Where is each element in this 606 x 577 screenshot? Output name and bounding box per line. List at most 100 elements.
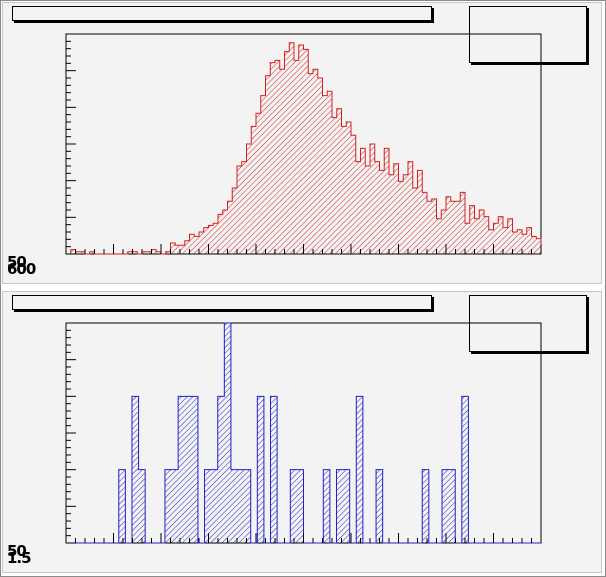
histogram-bin xyxy=(356,396,363,543)
histogram-bin xyxy=(213,223,218,254)
histogram-bin xyxy=(370,144,375,254)
histogram-bin xyxy=(246,144,252,254)
histogram-bin xyxy=(218,214,223,254)
histogram-bin xyxy=(365,166,370,254)
histogram-bin xyxy=(379,170,385,254)
histogram-bin xyxy=(469,205,475,254)
histogram-bin xyxy=(270,396,278,543)
histogram-bin xyxy=(251,126,256,254)
histogram-bin xyxy=(417,170,423,254)
histogram-bin xyxy=(341,126,347,254)
histogram-bin xyxy=(446,196,451,254)
y-axis-label-bottom: 50 1.5 xyxy=(7,544,32,567)
histogram-bin xyxy=(436,218,442,254)
histogram-bin xyxy=(70,249,76,254)
histogram-bin xyxy=(512,232,518,254)
title-box-bottom xyxy=(12,295,432,310)
histogram-bin xyxy=(332,117,337,254)
histogram-bin xyxy=(431,199,437,254)
histogram-bin xyxy=(237,166,242,254)
histogram-bin xyxy=(351,135,356,254)
histogram-bin xyxy=(132,251,138,254)
histogram-bin xyxy=(256,113,261,254)
histogram-bin xyxy=(323,469,330,543)
y-axis-glyph: 1.5 xyxy=(7,549,32,567)
histogram-bin xyxy=(142,251,147,254)
histogram-bin xyxy=(118,469,126,543)
histogram-bin xyxy=(170,243,176,254)
histogram-bin xyxy=(199,232,204,254)
histogram-bin xyxy=(374,161,380,254)
histogram-bin xyxy=(442,469,449,543)
histogram-bin xyxy=(346,122,351,254)
histogram-bin xyxy=(322,95,328,254)
histogram-bin xyxy=(498,216,503,254)
histogram-bin xyxy=(303,49,309,255)
histogram-plot-bottom xyxy=(65,322,542,544)
histogram-bin xyxy=(275,60,280,255)
histogram-bin xyxy=(230,469,238,543)
histogram-bin xyxy=(427,201,432,254)
histogram-bin xyxy=(450,201,456,254)
histogram-bin xyxy=(257,396,264,543)
histogram-bin xyxy=(455,201,461,254)
histogram-bin xyxy=(211,469,218,543)
histogram-bin xyxy=(171,469,179,543)
histogram-bin xyxy=(178,396,185,543)
histogram-bin xyxy=(360,148,366,254)
histogram-bin xyxy=(294,60,299,255)
histogram-bin xyxy=(227,201,233,254)
histogram-bin xyxy=(384,148,389,254)
histogram-pad-top[interactable]: 50 600 xyxy=(2,2,602,284)
histogram-bin xyxy=(237,469,245,543)
histogram-bin xyxy=(327,91,332,254)
histogram-bin xyxy=(75,251,81,254)
histogram-pad-bottom[interactable]: 50 1.5 xyxy=(2,291,602,573)
histogram-bin xyxy=(408,161,413,254)
histogram-bin xyxy=(441,210,446,254)
histogram-bin xyxy=(479,210,484,254)
histogram-bin xyxy=(448,469,456,543)
histogram-bin xyxy=(289,42,294,254)
histogram-bin xyxy=(313,69,318,254)
histogram-bin xyxy=(232,188,237,254)
histogram-bin xyxy=(355,161,361,254)
histogram-bin xyxy=(422,469,429,543)
histogram-bin xyxy=(493,223,499,254)
histogram-bin xyxy=(260,95,266,254)
y-axis-label-top: 50 600 xyxy=(7,255,36,278)
histogram-bin xyxy=(376,469,383,543)
histogram-bin xyxy=(127,251,133,254)
histogram-bin xyxy=(80,251,85,254)
histogram-bin xyxy=(244,469,251,543)
histogram-bin xyxy=(308,73,313,254)
histogram-bin xyxy=(336,108,342,254)
histogram-bin xyxy=(336,469,344,543)
histogram-outline xyxy=(66,322,541,544)
histogram-bin xyxy=(180,245,185,254)
histogram-bin xyxy=(398,181,404,254)
histogram-bin xyxy=(194,236,199,254)
histogram-bin xyxy=(531,236,537,254)
histogram-bin xyxy=(189,234,195,254)
histogram-bin xyxy=(224,323,231,543)
histogram-bin xyxy=(460,192,465,254)
histogram-bin xyxy=(393,163,399,254)
histogram-bin xyxy=(217,396,225,543)
histogram-bin xyxy=(503,227,508,254)
histogram-bin xyxy=(343,469,350,543)
histogram-bin xyxy=(412,188,418,254)
histogram-bin xyxy=(146,251,152,254)
histogram-bin xyxy=(151,249,157,254)
histogram-bin xyxy=(156,251,161,254)
histogram-plot-top xyxy=(65,33,542,255)
histogram-bin xyxy=(296,469,304,543)
y-axis-glyph: 600 xyxy=(7,260,36,278)
histogram-bin xyxy=(317,78,323,254)
histogram-bin xyxy=(389,174,394,254)
histogram-bin xyxy=(165,251,171,254)
histogram-bin xyxy=(522,234,527,254)
histogram-bin xyxy=(222,210,228,254)
histogram-bin xyxy=(204,469,212,543)
histogram-bin xyxy=(465,223,470,254)
